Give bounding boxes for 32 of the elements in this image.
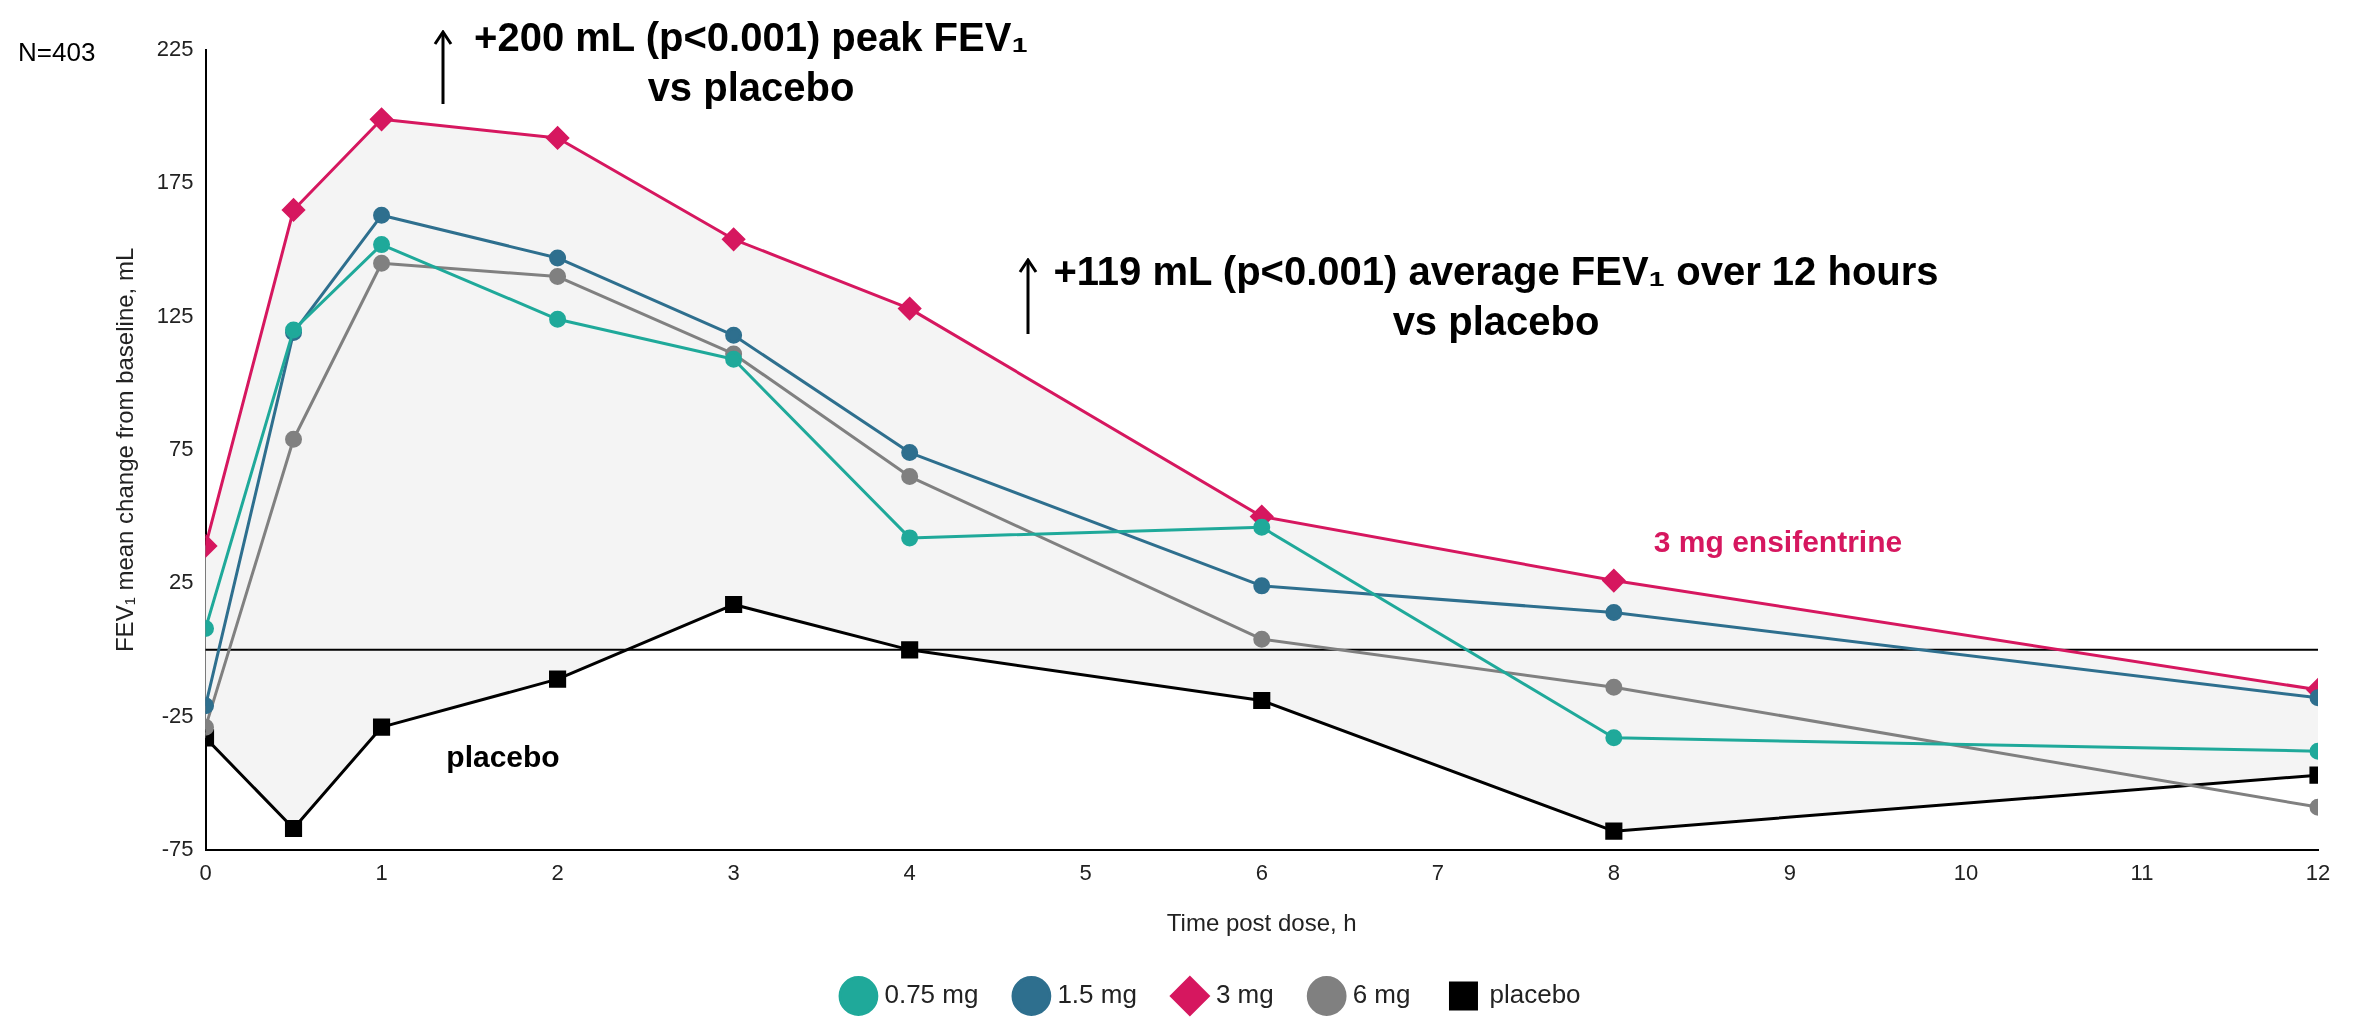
y-tick-label: -25 [161, 702, 194, 728]
x-tick-label: 6 [1255, 860, 1268, 886]
x-tick-label: 2 [551, 860, 564, 886]
y-tick-label: 25 [169, 569, 194, 595]
x-tick-label: 4 [903, 860, 916, 886]
y-tick-label: 175 [156, 169, 194, 195]
text: N=403 [18, 37, 96, 68]
legend-label: 0.75 mg [884, 979, 979, 1010]
legend-label: 6 mg [1352, 979, 1411, 1010]
legend-label: 3 mg [1215, 979, 1274, 1010]
x-tick-label: 0 [199, 860, 212, 886]
x-tick-label: 3 [727, 860, 740, 886]
legend-label: 1.5 mg [1057, 979, 1137, 1010]
y-axis-title: FEV₁ mean change from baseline, mL [111, 247, 139, 653]
x-tick-label: 9 [1783, 860, 1796, 886]
y-tick-label: 75 [169, 435, 194, 461]
y-tick-label: -75 [161, 835, 194, 861]
x-tick-label: 10 [1953, 860, 1979, 886]
annotation: placebo [446, 740, 560, 774]
y-tick-label: 125 [156, 302, 194, 328]
annotation: +200 mL (p<0.001) peak FEV₁ vs placebo [474, 15, 1028, 110]
x-tick-label: 12 [2305, 860, 2331, 886]
x-tick-label: 5 [1079, 860, 1092, 886]
x-axis-title: Time post dose, h [1166, 909, 1357, 937]
y-tick-label: 225 [156, 36, 194, 62]
x-tick-label: 1 [375, 860, 388, 886]
legend-label: placebo [1489, 979, 1581, 1010]
x-tick-label: 8 [1607, 860, 1620, 886]
x-tick-label: 11 [2130, 860, 2154, 886]
x-tick-label: 7 [1431, 860, 1444, 886]
annotation: +119 mL (p<0.001) average FEV₁ over 12 hours vs placebo [1053, 249, 1939, 344]
annotation: 3 mg ensifentrine [1653, 525, 1903, 559]
